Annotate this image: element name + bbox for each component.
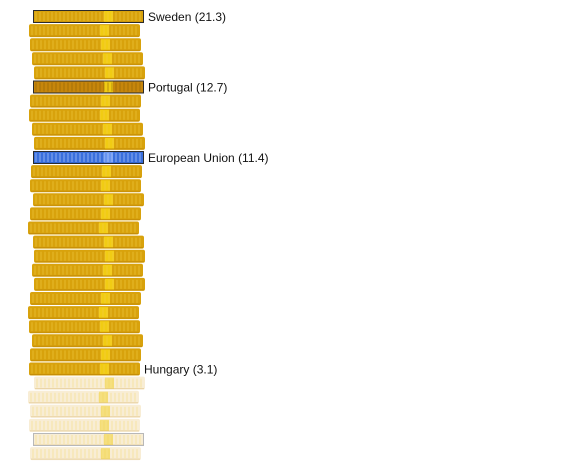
coin-shine xyxy=(101,448,110,460)
coin-10 xyxy=(34,136,145,150)
coin-15 xyxy=(30,207,141,221)
coin-outline xyxy=(33,80,144,94)
coin-5 xyxy=(34,66,145,80)
coin-16 xyxy=(28,221,139,235)
coin-body xyxy=(30,404,141,418)
coin-8 xyxy=(29,108,140,122)
coin-1 xyxy=(33,10,144,23)
coin-29 xyxy=(30,404,141,418)
coin-4 xyxy=(32,52,143,66)
coin-shine xyxy=(101,405,110,417)
coin-30 xyxy=(29,418,140,432)
coin-body xyxy=(33,433,144,446)
coin-11 xyxy=(33,151,144,164)
coin-label: Portugal (12.7) xyxy=(148,81,227,95)
coin-22 xyxy=(28,306,139,320)
coin-outline xyxy=(33,10,144,23)
coin-2 xyxy=(29,24,140,38)
coin-27 xyxy=(34,376,145,390)
coin-28 xyxy=(28,390,139,404)
coin-label: Sweden (21.3) xyxy=(148,10,226,24)
coin-20 xyxy=(34,277,145,291)
coin-14 xyxy=(33,193,144,207)
coin-outline xyxy=(33,151,144,164)
coin-17 xyxy=(33,235,144,249)
coin-32 xyxy=(30,447,141,461)
coin-body xyxy=(29,418,140,432)
coin-25 xyxy=(30,348,141,362)
coin-26 xyxy=(29,362,140,376)
coin-outline xyxy=(33,433,144,446)
coin-label: Hungary (3.1) xyxy=(144,363,217,377)
coin-23 xyxy=(29,320,140,334)
coin-3 xyxy=(30,38,141,52)
coin-shine xyxy=(100,419,109,431)
coin-body xyxy=(28,390,139,404)
coin-21 xyxy=(30,292,141,305)
coin-13 xyxy=(30,179,141,193)
coin-shine xyxy=(105,377,114,389)
coin-body xyxy=(34,376,145,390)
coin-shine xyxy=(99,391,108,403)
coin-body xyxy=(30,447,141,461)
coin-label: European Union (11.4) xyxy=(148,151,269,165)
coin-6 xyxy=(33,80,144,94)
coin-19 xyxy=(32,263,143,277)
coin-24 xyxy=(32,334,143,348)
coin-shine xyxy=(104,434,113,445)
coin-12 xyxy=(31,165,142,179)
coin-31 xyxy=(33,433,144,446)
coin-9 xyxy=(32,122,143,136)
coin-18 xyxy=(34,249,145,263)
coin-7 xyxy=(30,94,141,108)
